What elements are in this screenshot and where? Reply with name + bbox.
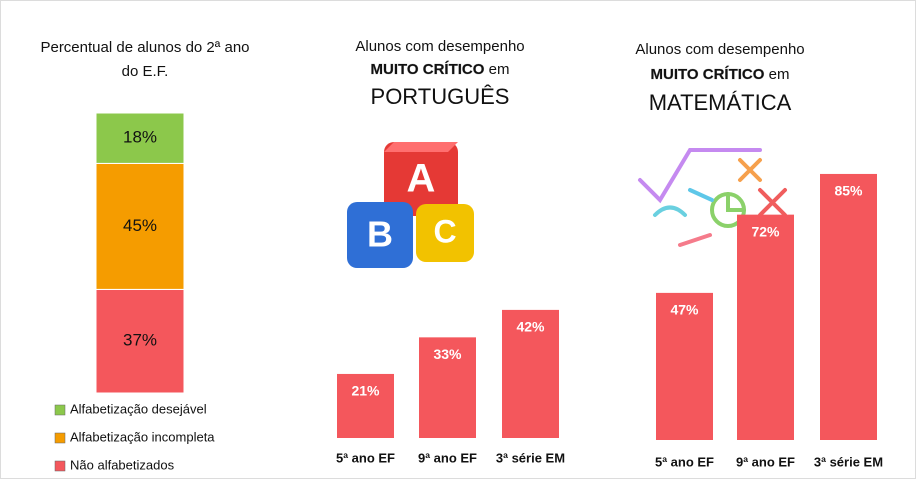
x-tick-label: 5ª ano EF	[655, 454, 714, 469]
x-tick-label: 9ª ano EF	[736, 454, 795, 469]
bar-segment	[95, 288, 185, 394]
legend-marker	[54, 404, 66, 416]
legend-marker	[54, 460, 66, 472]
svg-text:B: B	[367, 214, 393, 255]
x-tick-label: 9ª ano EF	[418, 450, 477, 465]
bar	[337, 373, 394, 438]
x-tick-label: 5ª ano EF	[336, 450, 395, 465]
math-doodles-illustration	[638, 148, 787, 247]
chart-title-emphasis: MUITO CRÍTICO	[371, 61, 485, 78]
data-label: 18%	[123, 128, 157, 147]
chart-title: do E.F.	[122, 63, 169, 80]
data-label: 45%	[123, 216, 157, 235]
data-label: 21%	[351, 383, 380, 399]
data-label: 42%	[516, 319, 545, 335]
chart-title-part: em	[489, 61, 510, 78]
chart-title: MUITO CRÍTICO em	[371, 61, 510, 78]
bar	[820, 173, 877, 440]
legend-label: Não alfabetizados	[70, 457, 175, 472]
x-tick-label: 3ª série EM	[496, 450, 565, 465]
chart-title: MUITO CRÍTICO em	[651, 66, 790, 83]
data-label: 37%	[123, 331, 157, 350]
bar	[656, 292, 713, 440]
legend-label: Alfabetização desejável	[70, 401, 207, 416]
chart-title: Percentual de alunos do 2ª ano	[40, 39, 249, 56]
chart-title-part: em	[769, 66, 790, 83]
bar-segment	[95, 162, 185, 290]
chart-title-subject: MATEMÁTICA	[649, 90, 792, 115]
data-label: 72%	[751, 223, 780, 239]
chart-title: Alunos com desempenho	[355, 38, 524, 55]
legend-marker	[54, 432, 66, 444]
bar	[502, 309, 559, 438]
abc-blocks-illustration: A B C	[347, 142, 474, 268]
bar	[737, 214, 794, 440]
svg-text:A: A	[407, 157, 436, 201]
chart-title-emphasis: MUITO CRÍTICO	[651, 66, 765, 83]
legend-label: Alfabetização incompleta	[70, 429, 215, 444]
data-label: 47%	[670, 302, 699, 318]
data-label: 85%	[834, 183, 863, 199]
svg-text:C: C	[433, 213, 456, 249]
chart-title-subject: PORTUGUÊS	[371, 84, 510, 109]
chart-title: Alunos com desempenho	[635, 41, 804, 58]
bar	[419, 337, 476, 438]
bar-segment	[95, 112, 185, 164]
data-label: 33%	[433, 346, 462, 362]
x-tick-label: 3ª série EM	[814, 454, 883, 469]
